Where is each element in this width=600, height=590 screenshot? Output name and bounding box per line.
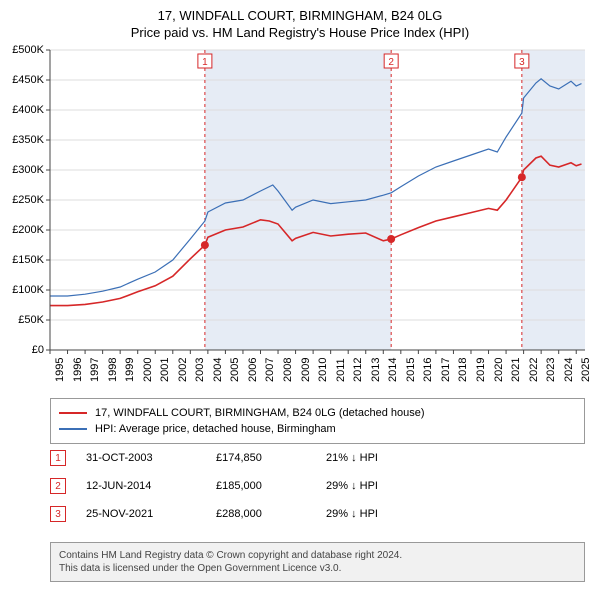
legend-label-hpi: HPI: Average price, detached house, Birm…: [95, 423, 336, 435]
y-tick-label: £100K: [12, 284, 44, 296]
marker-row-1: 1 31-OCT-2003 £174,850 21% ↓ HPI: [50, 444, 585, 472]
x-tick-label: 2000: [142, 358, 154, 382]
legend-label-property: 17, WINDFALL COURT, BIRMINGHAM, B24 0LG …: [95, 407, 425, 419]
marker-price-3: £288,000: [216, 508, 326, 520]
x-tick-label: 2008: [282, 358, 294, 382]
y-tick-label: £50K: [18, 314, 44, 326]
y-axis-labels: £0£50K£100K£150K£200K£250K£300K£350K£400…: [0, 50, 48, 350]
x-tick-label: 2007: [264, 358, 276, 382]
x-tick-label: 2021: [510, 358, 522, 382]
x-tick-label: 2004: [212, 358, 224, 382]
legend-item-hpi: HPI: Average price, detached house, Birm…: [59, 421, 576, 437]
marker-price-2: £185,000: [216, 480, 326, 492]
x-tick-label: 2013: [370, 358, 382, 382]
x-tick-label: 2020: [493, 358, 505, 382]
x-tick-label: 2023: [545, 358, 557, 382]
x-tick-label: 2001: [159, 358, 171, 382]
marker-delta-2: 29% ↓ HPI: [326, 480, 446, 492]
svg-text:3: 3: [519, 57, 525, 68]
y-tick-label: £250K: [12, 194, 44, 206]
x-tick-label: 1995: [54, 358, 66, 382]
svg-text:2: 2: [388, 57, 394, 68]
legend-item-property: 17, WINDFALL COURT, BIRMINGHAM, B24 0LG …: [59, 405, 576, 421]
x-tick-label: 2025: [580, 358, 592, 382]
x-tick-label: 1996: [72, 358, 84, 382]
x-tick-label: 2017: [440, 358, 452, 382]
x-tick-label: 2002: [177, 358, 189, 382]
marker-row-2: 2 12-JUN-2014 £185,000 29% ↓ HPI: [50, 472, 585, 500]
chart-plot-svg: 1 2 3: [50, 50, 585, 350]
svg-text:1: 1: [202, 57, 208, 68]
footer-attribution: Contains HM Land Registry data © Crown c…: [50, 542, 585, 582]
y-tick-label: £450K: [12, 74, 44, 86]
marker-date-3: 25-NOV-2021: [86, 508, 216, 520]
legend-swatch-hpi: [59, 428, 87, 430]
marker-date-1: 31-OCT-2003: [86, 452, 216, 464]
chart-container: 17, WINDFALL COURT, BIRMINGHAM, B24 0LG …: [0, 0, 600, 590]
x-tick-label: 1997: [89, 358, 101, 382]
x-tick-label: 1999: [124, 358, 136, 382]
marker-delta-3: 29% ↓ HPI: [326, 508, 446, 520]
y-tick-label: £200K: [12, 224, 44, 236]
x-tick-label: 2015: [405, 358, 417, 382]
chart-title-line1: 17, WINDFALL COURT, BIRMINGHAM, B24 0LG: [0, 0, 600, 23]
y-tick-label: £150K: [12, 254, 44, 266]
marker-num-2: 2: [50, 478, 66, 494]
y-tick-label: £0: [32, 344, 44, 356]
y-tick-label: £500K: [12, 44, 44, 56]
x-tick-label: 2016: [422, 358, 434, 382]
footer-line1: Contains HM Land Registry data © Crown c…: [59, 549, 576, 562]
marker-row-3: 3 25-NOV-2021 £288,000 29% ↓ HPI: [50, 500, 585, 528]
marker-delta-1: 21% ↓ HPI: [326, 452, 446, 464]
x-tick-label: 2011: [335, 358, 347, 382]
x-tick-label: 2018: [457, 358, 469, 382]
x-tick-label: 2012: [352, 358, 364, 382]
marker-num-1: 1: [50, 450, 66, 466]
legend-box: 17, WINDFALL COURT, BIRMINGHAM, B24 0LG …: [50, 398, 585, 444]
x-tick-label: 2014: [387, 358, 399, 382]
footer-line2: This data is licensed under the Open Gov…: [59, 562, 576, 575]
x-tick-label: 2019: [475, 358, 487, 382]
y-tick-label: £350K: [12, 134, 44, 146]
x-tick-label: 2003: [194, 358, 206, 382]
x-tick-label: 1998: [107, 358, 119, 382]
x-tick-label: 2005: [229, 358, 241, 382]
legend-swatch-property: [59, 412, 87, 414]
chart-title-line2: Price paid vs. HM Land Registry's House …: [0, 23, 600, 40]
y-tick-label: £400K: [12, 104, 44, 116]
marker-price-1: £174,850: [216, 452, 326, 464]
y-tick-label: £300K: [12, 164, 44, 176]
marker-num-3: 3: [50, 506, 66, 522]
x-tick-label: 2010: [317, 358, 329, 382]
x-tick-label: 2006: [247, 358, 259, 382]
marker-table: 1 31-OCT-2003 £174,850 21% ↓ HPI 2 12-JU…: [50, 444, 585, 528]
marker-date-2: 12-JUN-2014: [86, 480, 216, 492]
x-axis-labels: 1995 1996 1997 1998 1999 2000 2001 2002 2003 2004…: [50, 352, 585, 392]
x-tick-label: 2022: [528, 358, 540, 382]
x-tick-label: 2009: [300, 358, 312, 382]
x-tick-label: 2024: [563, 358, 575, 382]
